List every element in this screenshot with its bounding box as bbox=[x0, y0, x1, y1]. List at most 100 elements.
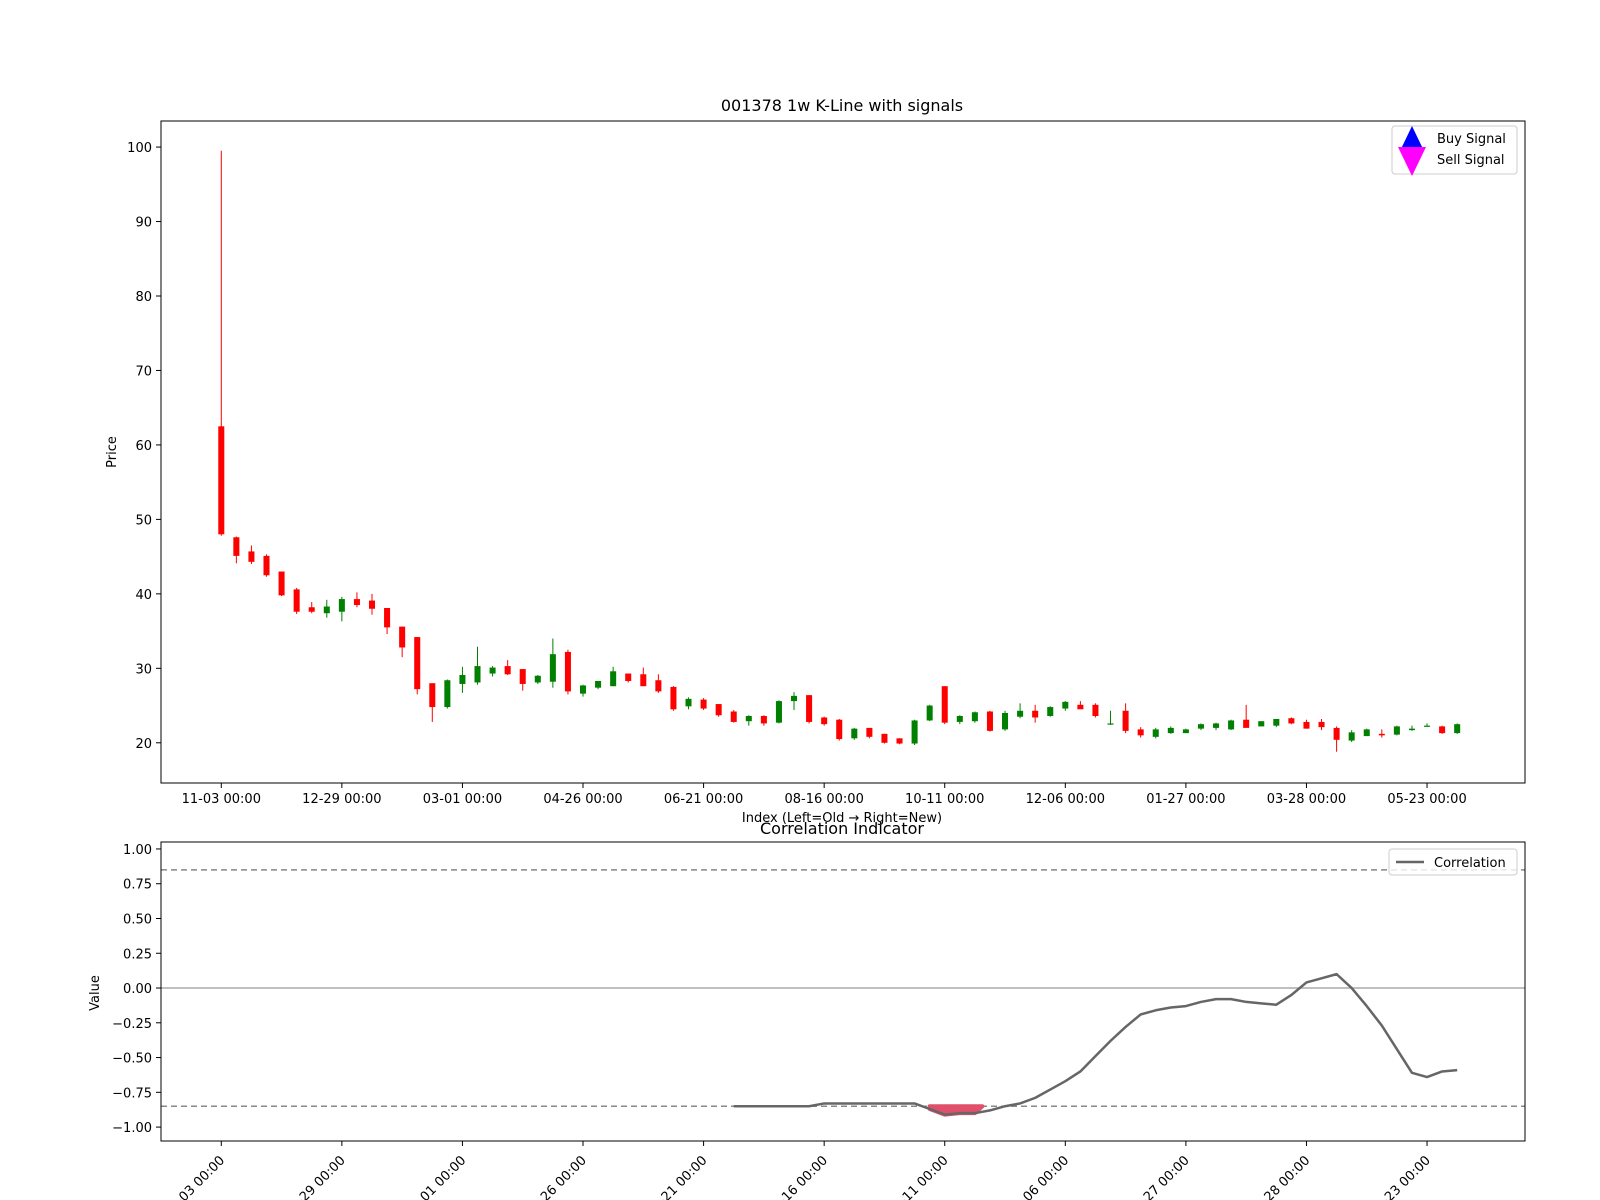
candle-body bbox=[775, 701, 782, 723]
kline-ytick-label: 20 bbox=[135, 737, 152, 752]
candle-body bbox=[610, 671, 617, 687]
correlation-xtick-label: 06-21 00:00 bbox=[644, 1153, 711, 1200]
candle-body bbox=[1348, 732, 1355, 741]
correlation-title: Correlation Indicator bbox=[760, 819, 924, 838]
kline-xtick-label: 03-01 00:00 bbox=[423, 792, 502, 807]
candle-body bbox=[1122, 710, 1129, 731]
candle-body bbox=[1439, 726, 1446, 734]
kline-xtick-label: 08-16 00:00 bbox=[784, 792, 863, 807]
candle-body bbox=[1273, 718, 1280, 726]
candle-body bbox=[293, 589, 300, 612]
candle-body bbox=[1408, 728, 1415, 731]
candle-body bbox=[1017, 710, 1024, 717]
kline-ytick-label: 100 bbox=[127, 141, 152, 156]
correlation-ytick-label: 0.25 bbox=[123, 947, 152, 962]
candle-body bbox=[1363, 729, 1370, 737]
kline-xtick-label: 05-23 00:00 bbox=[1387, 792, 1466, 807]
candle-body bbox=[896, 738, 903, 744]
candle-body bbox=[881, 733, 888, 743]
kline-xtick-label: 11-03 00:00 bbox=[182, 792, 261, 807]
candle-body bbox=[836, 719, 843, 740]
kline-legend-box bbox=[1391, 125, 1518, 175]
kline-xtick-label: 10-11 00:00 bbox=[905, 792, 984, 807]
correlation-ytick-label: −0.50 bbox=[112, 1052, 152, 1067]
candle-body bbox=[1167, 727, 1174, 734]
correlation-line bbox=[733, 972, 1458, 1116]
candle-body bbox=[821, 717, 828, 725]
correlation-ylabel: Value bbox=[88, 975, 103, 1011]
candle-body bbox=[1197, 724, 1204, 729]
kline-xtick-label: 12-06 00:00 bbox=[1026, 792, 1105, 807]
candle-body bbox=[866, 727, 873, 737]
sell-signal-label: Sell Signal bbox=[1437, 153, 1505, 168]
kline-ytick-label: 60 bbox=[135, 439, 152, 454]
candle-body bbox=[655, 680, 662, 692]
kline-ytick-label: 30 bbox=[135, 662, 152, 677]
kline-ytick-label: 90 bbox=[135, 216, 152, 231]
kline-title: 001378 1w K-Line with signals bbox=[721, 96, 963, 115]
candle-body bbox=[1228, 720, 1235, 730]
kline-legend: Buy Signal Sell Signal bbox=[1391, 125, 1518, 176]
candle-body bbox=[760, 715, 767, 724]
correlation-ytick-label: −1.00 bbox=[112, 1121, 152, 1136]
kline-candles bbox=[218, 150, 1461, 752]
kline-ytick-label: 50 bbox=[135, 513, 152, 528]
candle-body bbox=[1303, 721, 1310, 729]
candle-body bbox=[474, 666, 481, 683]
kline-xtick-label: 12-29 00:00 bbox=[302, 792, 381, 807]
candle-body bbox=[1077, 704, 1084, 710]
correlation-xtick-label: 03-01 00:00 bbox=[403, 1153, 470, 1200]
candle-body bbox=[1213, 723, 1220, 728]
candle-body bbox=[1032, 710, 1039, 718]
candle-body bbox=[248, 551, 255, 562]
candle-body bbox=[1333, 727, 1340, 740]
kline-ytick-label: 40 bbox=[135, 588, 152, 603]
candle-body bbox=[670, 686, 677, 710]
correlation-xtick-label: 12-06 00:00 bbox=[1005, 1153, 1072, 1200]
candle-body bbox=[549, 654, 556, 682]
candle-body bbox=[519, 669, 526, 684]
candle-body bbox=[414, 637, 421, 690]
candle-body bbox=[1137, 729, 1144, 736]
candle-body bbox=[806, 695, 813, 722]
candle-body bbox=[1424, 725, 1431, 727]
candle-body bbox=[926, 705, 933, 721]
candle-body bbox=[956, 715, 963, 722]
correlation-ytick-label: 1.00 bbox=[123, 843, 152, 858]
candle-body bbox=[534, 675, 541, 683]
kline-xtick-label: 01-27 00:00 bbox=[1146, 792, 1225, 807]
correlation-xtick-label: 01-27 00:00 bbox=[1126, 1153, 1193, 1200]
candle-body bbox=[353, 599, 360, 606]
candle-body bbox=[1107, 723, 1114, 725]
correlation-xtick-label: 12-29 00:00 bbox=[282, 1153, 349, 1200]
kline-ytick-label: 80 bbox=[135, 290, 152, 305]
candle-body bbox=[1002, 713, 1009, 730]
candle-body bbox=[384, 608, 391, 628]
candle-body bbox=[459, 675, 466, 684]
candle-body bbox=[941, 686, 948, 723]
candle-body bbox=[1092, 704, 1099, 716]
candle-body bbox=[579, 685, 587, 694]
candle-body bbox=[640, 674, 647, 687]
candle-body bbox=[444, 680, 451, 708]
candle-body bbox=[308, 607, 315, 612]
correlation-y-ticks: −1.00 −0.75 −0.50 −0.25 0.00 0.25 0.50 0.75 1.00 bbox=[112, 843, 161, 1136]
candle-body bbox=[1062, 701, 1069, 709]
candle-body bbox=[278, 571, 285, 596]
kline-x-ticks: 11-03 00:00 12-29 00:00 03-01 00:00 04-26 0… bbox=[182, 783, 1467, 807]
candle-body bbox=[1454, 724, 1461, 734]
correlation-xtick-label: 03-28 00:00 bbox=[1247, 1153, 1314, 1200]
kline-ytick-label: 70 bbox=[135, 364, 152, 379]
candle-body bbox=[685, 698, 692, 707]
candle-body bbox=[1288, 718, 1295, 724]
kline-xtick-label: 06-21 00:00 bbox=[664, 792, 743, 807]
correlation-ytick-label: 0.75 bbox=[123, 878, 152, 893]
candle-body bbox=[489, 667, 496, 674]
candle-body bbox=[700, 699, 707, 709]
candle-body bbox=[263, 555, 270, 576]
candle-body bbox=[595, 680, 602, 688]
correlation-xtick-label: 11-03 00:00 bbox=[161, 1153, 228, 1200]
candle-body bbox=[233, 537, 240, 556]
candle-body bbox=[504, 666, 511, 675]
kline-xtick-label: 04-26 00:00 bbox=[543, 792, 622, 807]
